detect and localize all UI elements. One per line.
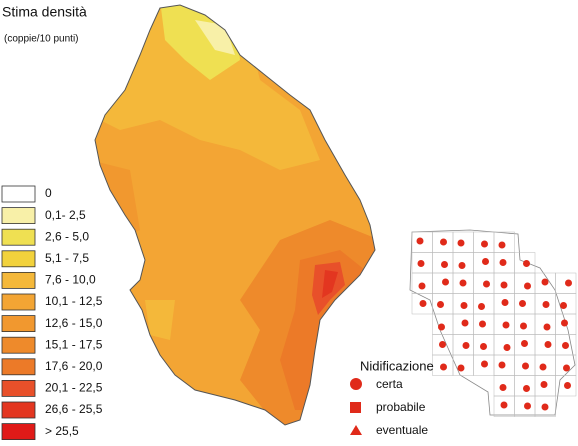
presence-dot: [561, 319, 568, 327]
legend-label: 20,1 - 22,5: [45, 381, 103, 395]
presence-dot: [542, 301, 550, 308]
presence-dot: [523, 385, 530, 392]
presence-dot: [563, 364, 570, 372]
legend-swatch: [1, 336, 36, 354]
presence-dot: [461, 319, 469, 327]
presence-dot: [441, 261, 448, 268]
nesting-label: probabile: [376, 400, 426, 414]
presence-dot: [500, 401, 508, 409]
presence-dot: [523, 260, 530, 267]
legend-label: 7,6 - 10,0: [45, 273, 96, 287]
presence-dot: [502, 321, 510, 329]
subtitle: (coppie/10 punti): [4, 34, 79, 45]
presence-dot: [439, 341, 446, 348]
presence-dot: [418, 282, 426, 290]
title: Stima densità: [2, 4, 87, 20]
presence-dot: [521, 340, 528, 347]
presence-dot: [440, 363, 447, 371]
grid-cell: [555, 375, 577, 397]
nesting-title: Nidificazione: [360, 358, 434, 373]
legend-label: 26,6 - 25,5: [45, 402, 103, 416]
presence-dot: [520, 322, 527, 330]
presence-dot: [457, 239, 465, 247]
legend-swatch: [1, 358, 36, 376]
presence-dot: [500, 281, 508, 289]
eventuale-symbol: [350, 425, 362, 435]
presence-dot: [503, 344, 511, 351]
presence-dot: [501, 299, 509, 306]
legend-label: 17,6 - 20,0: [45, 359, 103, 373]
presence-dot: [519, 300, 526, 307]
presence-dot: [459, 279, 467, 287]
certa-symbol: [350, 378, 362, 390]
legend-label: > 25,5: [45, 424, 79, 438]
grid-cell: [534, 395, 556, 417]
presence-dot: [562, 342, 569, 349]
legend-swatch: [1, 185, 36, 203]
legend-label: 0: [45, 186, 52, 200]
legend-label: 12,6 - 15,0: [45, 316, 103, 330]
legend-swatch: [1, 271, 36, 289]
presence-dot: [543, 323, 551, 331]
presence-dot: [524, 402, 531, 410]
legend-label: 15,1 - 17,5: [45, 337, 103, 351]
presence-dot: [481, 240, 488, 248]
presence-dot: [499, 259, 507, 266]
legend-swatch: [1, 250, 36, 268]
legend-swatch: [1, 401, 36, 419]
presence-dot: [457, 364, 465, 372]
presence-dot: [498, 241, 506, 249]
presence-dot: [416, 237, 424, 245]
map-outline: [94, 4, 376, 426]
presence-dot: [482, 258, 489, 265]
presence-dot: [541, 278, 549, 286]
presence-dot: [524, 282, 531, 290]
presence-dot: [417, 260, 425, 267]
presence-dot: [458, 262, 466, 269]
legend-swatch: [1, 207, 36, 225]
presence-dot: [479, 320, 486, 328]
nesting-label: eventuale: [376, 423, 428, 437]
presence-dot: [440, 238, 447, 246]
presence-dot: [498, 361, 506, 369]
presence-dot: [442, 278, 449, 286]
legend-swatch: [1, 315, 36, 333]
presence-dot: [437, 301, 444, 308]
presence-dot: [460, 302, 468, 309]
presence-dot: [565, 279, 572, 287]
presence-dot: [438, 323, 445, 331]
presence-dot: [522, 362, 529, 370]
presence-dot: [564, 382, 571, 389]
presence-dot: [462, 342, 470, 349]
density-map: [95, 5, 375, 425]
presence-dot: [483, 280, 490, 288]
legend-swatch: [1, 228, 36, 246]
legend-swatch: [1, 423, 36, 441]
legend-label: 0,1- 2,5: [45, 208, 86, 222]
probabile-symbol: [350, 402, 361, 413]
presence-dot: [560, 302, 567, 309]
presence-dot: [481, 360, 488, 368]
legend-swatch: [1, 293, 36, 311]
legend-label: 5,1 - 7,5: [45, 251, 89, 265]
presence-dot: [540, 381, 548, 388]
presence-dot: [499, 384, 507, 391]
mini-map: [409, 229, 577, 417]
nesting-label: certa: [376, 377, 403, 391]
presence-dot: [539, 363, 547, 371]
presence-dot: [541, 403, 549, 411]
presence-dot: [419, 300, 427, 307]
legend-label: 2,6 - 5,0: [45, 229, 89, 243]
legend-swatch: [1, 379, 36, 397]
presence-dot: [478, 303, 485, 310]
presence-dot: [544, 341, 552, 348]
legend-label: 10,1 - 12,5: [45, 294, 103, 308]
presence-dot: [480, 343, 487, 350]
